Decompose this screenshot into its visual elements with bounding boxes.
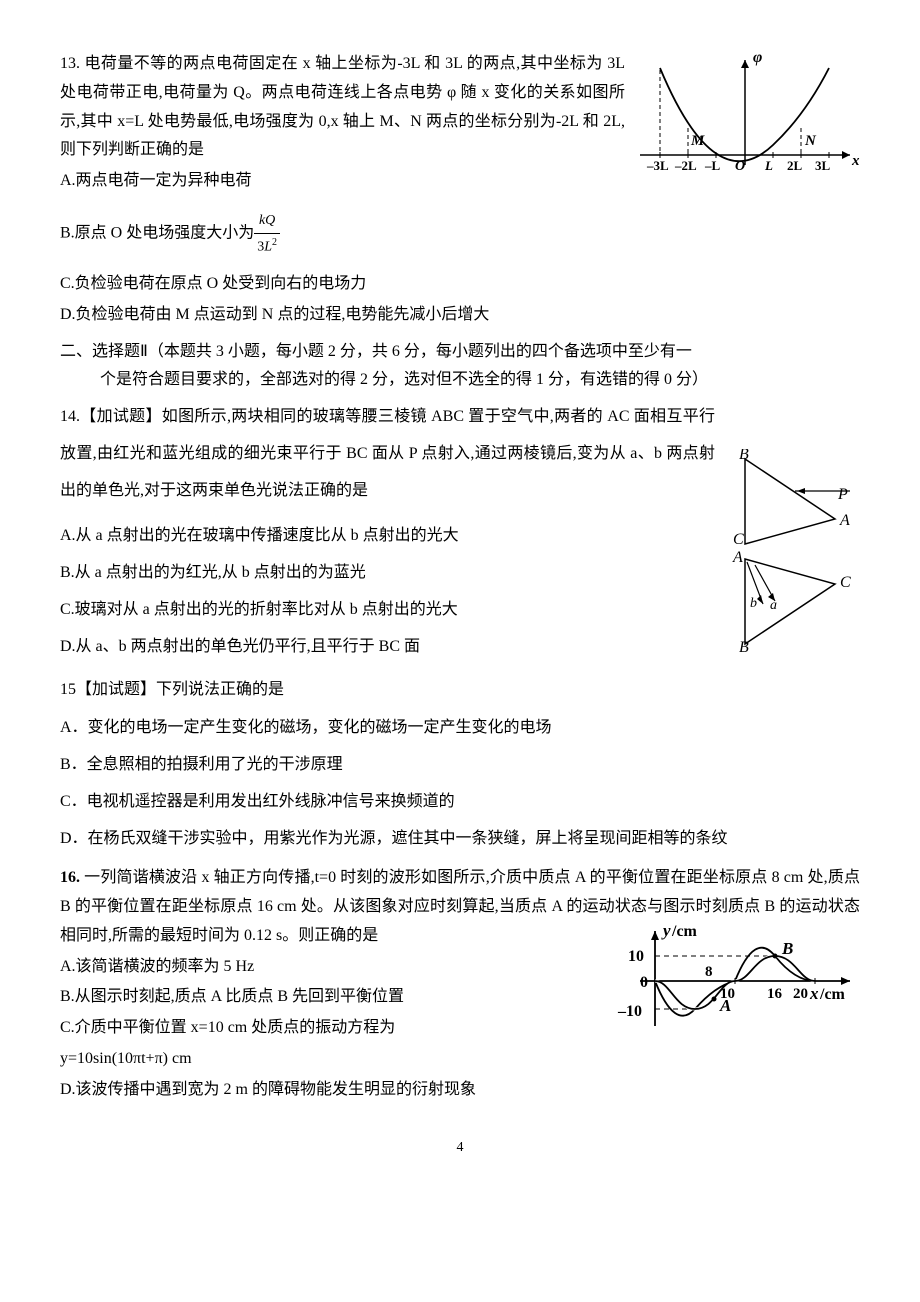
svg-text:b: b — [750, 596, 757, 611]
svg-text:N: N — [804, 133, 817, 149]
svg-text:A: A — [732, 549, 743, 566]
svg-text:/cm: /cm — [819, 986, 846, 1003]
q15-optC: C．电视机遥控器是利用发出红外线脉冲信号来换频道的 — [60, 784, 860, 819]
svg-text:–3L: –3L — [646, 158, 669, 173]
q13-optB-pre: B.原点 O 处电场强度大小为 — [60, 225, 254, 242]
svg-text:A: A — [719, 996, 731, 1015]
svg-text:–2L: –2L — [674, 158, 697, 173]
svg-text:16: 16 — [767, 986, 783, 1002]
question-13: φ x –3L –2L –L O L 2L 3L M N — [60, 50, 860, 330]
svg-text:2L: 2L — [787, 158, 803, 173]
question-14: B P A C C A b a B 14.【加试题】如图所示,两块相同的玻璃等腰… — [60, 399, 860, 664]
svg-text:M: M — [690, 133, 705, 149]
svg-text:B: B — [781, 939, 793, 958]
svg-text:20: 20 — [793, 986, 808, 1002]
q13-optC: C.负检验电荷在原点 O 处受到向右的电场力 — [60, 270, 860, 299]
fraction: kQ3L2 — [254, 208, 280, 260]
q13-optB: B.原点 O 处电场强度大小为kQ3L2 — [60, 208, 860, 260]
q14-diagram: B P A C C A b a B — [725, 449, 860, 659]
question-16: 16. 一列简谐横波沿 x 轴正方向传播,t=0 时刻的波形如图所示,介质中质点… — [60, 864, 860, 1104]
section2-title1: 二、选择题Ⅱ（本题共 3 小题，每小题 2 分，共 6 分，每小题列出的四个备选… — [60, 338, 860, 367]
q15-text: 15【加试题】下列说法正确的是 — [60, 672, 860, 707]
svg-text:B: B — [739, 639, 749, 656]
q15-optB: B．全息照相的拍摄利用了光的干涉原理 — [60, 747, 860, 782]
svg-text:x: x — [851, 153, 860, 169]
q15-optD: D．在杨氏双缝干涉实验中，用紫光作为光源，遮住其中一条狭缝，屏上将呈现间距相等的… — [60, 821, 860, 856]
svg-text:3L: 3L — [815, 158, 831, 173]
svg-text:–L: –L — [704, 158, 721, 173]
svg-text:x: x — [809, 984, 819, 1003]
svg-text:a: a — [770, 598, 777, 613]
svg-text:0: 0 — [640, 974, 648, 991]
svg-text:C: C — [733, 531, 744, 548]
question-15: 15【加试题】下列说法正确的是 A．变化的电场一定产生变化的磁场，变化的磁场一定… — [60, 672, 860, 856]
q16-diagram: y /cm x /cm 10 0 –10 8 10 16 20 A — [610, 921, 860, 1041]
svg-text:C: C — [840, 574, 851, 591]
q16-num: 16. — [60, 869, 80, 886]
section2-header: 二、选择题Ⅱ（本题共 3 小题，每小题 2 分，共 6 分，每小题列出的四个备选… — [60, 338, 860, 396]
svg-text:L: L — [764, 158, 773, 173]
svg-text:10: 10 — [628, 948, 644, 965]
q13-optD: D.负检验电荷由 M 点运动到 N 点的过程,电势能先减小后增大 — [60, 301, 860, 330]
q15-optA: A．变化的电场一定产生变化的磁场，变化的磁场一定产生变化的电场 — [60, 710, 860, 745]
svg-text:8: 8 — [705, 964, 713, 980]
q13-diagram: φ x –3L –2L –L O L 2L 3L M N — [635, 50, 860, 185]
svg-text:–10: –10 — [617, 1003, 642, 1020]
page-number: 4 — [60, 1135, 860, 1160]
svg-text:y: y — [661, 921, 671, 940]
svg-text:P: P — [837, 486, 848, 503]
svg-text:B: B — [739, 449, 749, 463]
svg-text:A: A — [839, 512, 850, 529]
svg-text:φ: φ — [753, 50, 762, 66]
q16-optC-eq: y=10sin(10πt+π) cm — [60, 1045, 860, 1074]
q16-optD: D.该波传播中遇到宽为 2 m 的障碍物能发生明显的衍射现象 — [60, 1076, 860, 1105]
svg-text:/cm: /cm — [671, 923, 698, 940]
section2-title2: 个是符合题目要求的，全部选对的得 2 分，选对但不选全的得 1 分，有选错的得 … — [60, 366, 860, 395]
